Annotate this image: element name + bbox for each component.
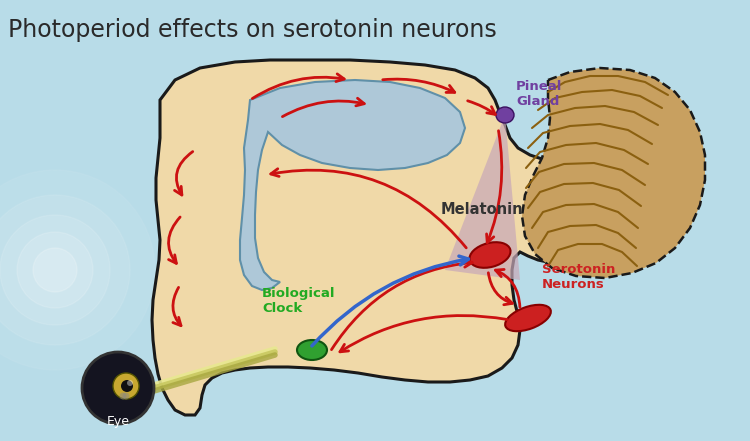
Text: Photoperiod effects on serotonin neurons: Photoperiod effects on serotonin neurons: [8, 18, 496, 42]
Ellipse shape: [496, 107, 514, 123]
Ellipse shape: [470, 242, 511, 268]
Circle shape: [0, 195, 130, 345]
Polygon shape: [152, 60, 665, 415]
Text: Pineal
Gland: Pineal Gland: [516, 80, 562, 108]
Circle shape: [82, 352, 154, 424]
Circle shape: [127, 380, 133, 386]
Circle shape: [119, 392, 127, 400]
Polygon shape: [522, 68, 705, 278]
Circle shape: [113, 373, 139, 399]
Text: Biological
Clock: Biological Clock: [262, 287, 335, 315]
Circle shape: [122, 392, 130, 400]
Ellipse shape: [297, 340, 327, 360]
Circle shape: [17, 232, 93, 308]
Text: Melatonin: Melatonin: [441, 202, 524, 217]
Text: Eye: Eye: [106, 415, 130, 428]
Circle shape: [0, 215, 110, 325]
Polygon shape: [445, 115, 520, 280]
Circle shape: [0, 170, 155, 370]
Circle shape: [33, 248, 77, 292]
Polygon shape: [240, 80, 465, 290]
Ellipse shape: [506, 305, 550, 331]
Circle shape: [121, 380, 133, 392]
Text: Serotonin
Neurons: Serotonin Neurons: [542, 263, 615, 291]
